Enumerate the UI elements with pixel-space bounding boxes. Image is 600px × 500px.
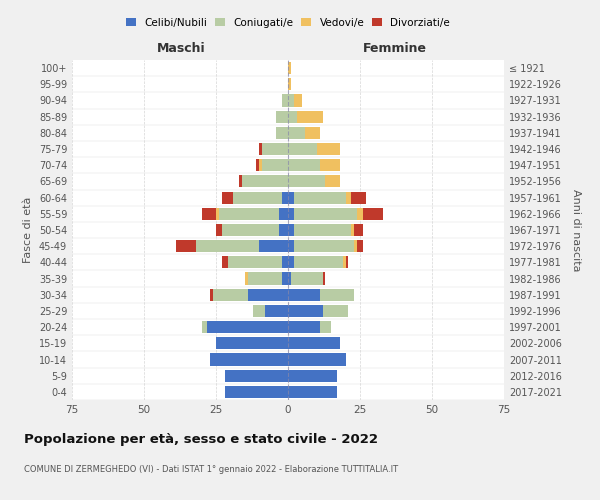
Bar xyxy=(294,224,352,236)
Text: COMUNE DI ZERMEGHEDO (VI) - Dati ISTAT 1° gennaio 2022 - Elaborazione TUTTITALIA: COMUNE DI ZERMEGHEDO (VI) - Dati ISTAT 1… xyxy=(24,465,398,474)
Bar xyxy=(277,127,288,139)
Bar xyxy=(288,143,317,155)
Bar xyxy=(248,272,282,284)
Bar xyxy=(325,176,340,188)
Y-axis label: Fasce di età: Fasce di età xyxy=(23,197,33,263)
Bar xyxy=(245,272,248,284)
Bar xyxy=(357,240,363,252)
Bar xyxy=(222,256,227,268)
Bar xyxy=(242,176,288,188)
Bar xyxy=(288,321,320,333)
Bar xyxy=(288,288,320,301)
Bar xyxy=(357,208,363,220)
Bar xyxy=(282,256,288,268)
Bar xyxy=(288,240,294,252)
Bar xyxy=(219,208,280,220)
Bar xyxy=(294,192,346,203)
Bar xyxy=(288,192,294,203)
Bar xyxy=(288,224,294,236)
Bar xyxy=(239,176,242,188)
Bar xyxy=(288,110,296,122)
Bar xyxy=(288,94,294,106)
Bar xyxy=(256,159,259,172)
Bar xyxy=(294,256,343,268)
Bar xyxy=(288,208,294,220)
Bar xyxy=(196,240,259,252)
Bar xyxy=(288,176,325,188)
Bar xyxy=(213,288,248,301)
Bar xyxy=(216,208,219,220)
Bar xyxy=(224,370,288,382)
Text: Femmine: Femmine xyxy=(362,42,427,55)
Bar xyxy=(296,110,323,122)
Bar xyxy=(294,240,354,252)
Bar xyxy=(259,240,288,252)
Bar xyxy=(317,143,340,155)
Bar xyxy=(305,127,320,139)
Bar xyxy=(248,288,288,301)
Bar xyxy=(224,386,288,398)
Bar xyxy=(363,208,383,220)
Bar xyxy=(259,143,262,155)
Bar xyxy=(280,208,288,220)
Bar xyxy=(346,192,352,203)
Bar xyxy=(288,370,337,382)
Legend: Celibi/Nubili, Coniugati/e, Vedovi/e, Divorziati/e: Celibi/Nubili, Coniugati/e, Vedovi/e, Di… xyxy=(126,18,450,28)
Bar xyxy=(262,159,288,172)
Bar xyxy=(354,240,357,252)
Bar xyxy=(288,78,291,90)
Text: Popolazione per età, sesso e stato civile - 2022: Popolazione per età, sesso e stato civil… xyxy=(24,432,378,446)
Bar xyxy=(320,321,331,333)
Bar xyxy=(323,305,349,317)
Bar xyxy=(208,321,288,333)
Bar xyxy=(352,192,366,203)
Bar xyxy=(262,143,288,155)
Bar xyxy=(282,94,288,106)
Bar xyxy=(288,272,291,284)
Bar xyxy=(277,110,288,122)
Bar xyxy=(288,62,291,74)
Bar xyxy=(265,305,288,317)
Bar xyxy=(352,224,354,236)
Bar xyxy=(323,272,325,284)
Bar xyxy=(202,321,208,333)
Bar xyxy=(210,354,288,366)
Bar xyxy=(227,256,282,268)
Bar xyxy=(288,386,337,398)
Bar xyxy=(282,192,288,203)
Bar xyxy=(222,224,280,236)
Bar xyxy=(216,224,222,236)
Bar xyxy=(288,305,323,317)
Bar xyxy=(288,256,294,268)
Bar xyxy=(282,272,288,284)
Bar xyxy=(294,94,302,106)
Bar xyxy=(320,288,354,301)
Bar xyxy=(354,224,363,236)
Bar xyxy=(294,208,357,220)
Bar xyxy=(320,159,340,172)
Bar xyxy=(291,272,323,284)
Bar xyxy=(343,256,346,268)
Bar xyxy=(259,159,262,172)
Bar xyxy=(210,288,213,301)
Bar xyxy=(288,159,320,172)
Text: Maschi: Maschi xyxy=(157,42,206,55)
Bar xyxy=(288,338,340,349)
Bar xyxy=(253,305,265,317)
Bar xyxy=(288,354,346,366)
Bar xyxy=(288,127,305,139)
Bar xyxy=(176,240,196,252)
Bar xyxy=(216,338,288,349)
Bar xyxy=(280,224,288,236)
Bar xyxy=(346,256,349,268)
Bar xyxy=(233,192,282,203)
Y-axis label: Anni di nascita: Anni di nascita xyxy=(571,188,581,271)
Bar xyxy=(202,208,216,220)
Bar xyxy=(222,192,233,203)
